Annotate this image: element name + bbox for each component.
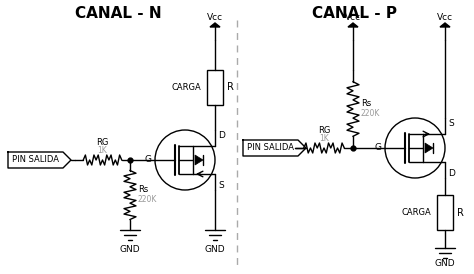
Polygon shape <box>195 155 203 165</box>
Text: CANAL - N: CANAL - N <box>75 7 161 21</box>
Text: Vcc: Vcc <box>345 13 361 21</box>
Text: Rs: Rs <box>138 185 148 195</box>
Polygon shape <box>425 143 433 153</box>
Text: Rs: Rs <box>361 99 371 109</box>
Text: CARGA: CARGA <box>401 208 431 217</box>
Text: CANAL - P: CANAL - P <box>312 7 398 21</box>
Text: R: R <box>227 82 234 93</box>
Text: CARGA: CARGA <box>171 83 201 92</box>
Text: S: S <box>218 181 224 190</box>
Text: RG: RG <box>96 138 109 147</box>
Text: GND: GND <box>435 258 456 267</box>
Text: S: S <box>448 118 454 127</box>
Polygon shape <box>348 23 358 27</box>
Polygon shape <box>210 23 220 27</box>
Text: 220K: 220K <box>138 196 157 204</box>
Text: D: D <box>448 169 455 178</box>
Text: 1K: 1K <box>319 134 329 143</box>
Text: PIN SALIDA: PIN SALIDA <box>247 144 294 153</box>
Bar <box>437 195 453 230</box>
Text: D: D <box>218 130 225 139</box>
Text: 1K: 1K <box>98 146 108 155</box>
Bar <box>207 70 223 105</box>
Text: Vcc: Vcc <box>207 13 223 21</box>
Text: PIN SALIDA: PIN SALIDA <box>12 156 59 164</box>
Text: RG: RG <box>318 126 330 135</box>
Text: 220K: 220K <box>361 110 380 118</box>
Text: Vcc: Vcc <box>437 13 453 21</box>
Text: R: R <box>457 207 464 218</box>
Text: G: G <box>145 156 152 164</box>
Polygon shape <box>440 23 450 27</box>
Text: G: G <box>375 144 382 153</box>
Text: GND: GND <box>205 246 225 255</box>
Text: GND: GND <box>120 246 140 255</box>
